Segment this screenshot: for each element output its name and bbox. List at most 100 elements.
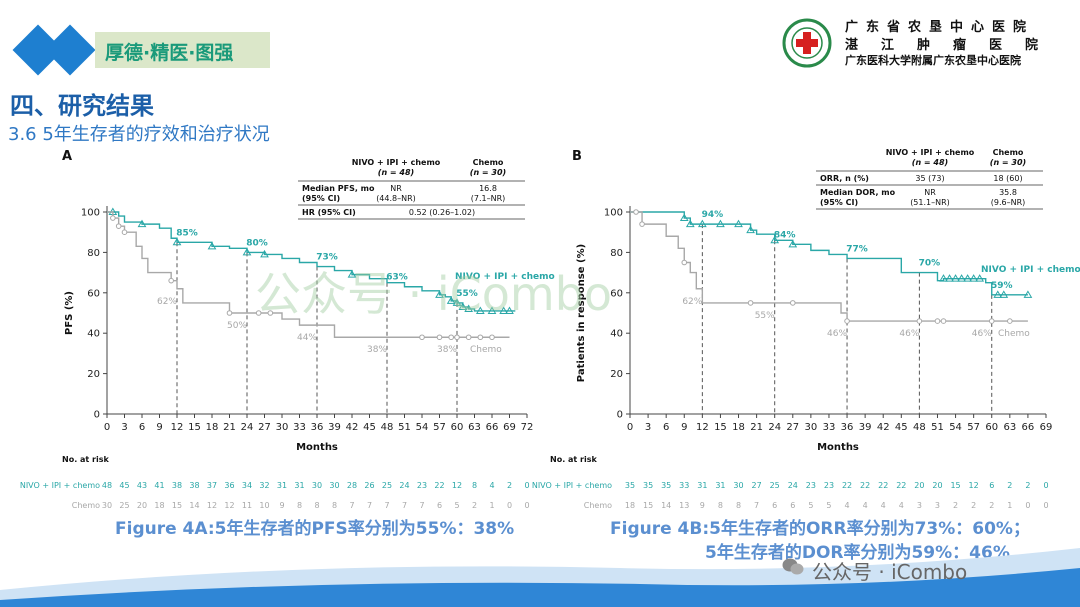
chart-b-table-cell-nivo: NR bbox=[924, 188, 936, 197]
chart-a-series-nivo-data-label: 63% bbox=[386, 273, 408, 283]
chart-a-x-tick-label: 45 bbox=[363, 422, 376, 433]
chart-b-y-tick-label: 80 bbox=[610, 248, 623, 259]
chart-b-risk-value: 2 bbox=[953, 501, 958, 510]
chart-b-risk-value: 33 bbox=[679, 481, 689, 490]
chart-a-y-tick-label: 0 bbox=[94, 410, 100, 421]
chart-b-x-tick-label: 27 bbox=[786, 422, 799, 433]
hospital-name-line2: 湛江肿瘤医院 bbox=[845, 38, 1062, 53]
chart-b-risk-value: 8 bbox=[718, 501, 723, 510]
chart-b-risk-value: 25 bbox=[770, 481, 780, 490]
chart-a-x-tick-label: 21 bbox=[223, 422, 236, 433]
chart-a-series-nivo-data-label: 55% bbox=[456, 289, 478, 299]
chart-a-risk-value: 0 bbox=[524, 501, 529, 510]
chart-b-series-nivo-censor bbox=[975, 274, 985, 282]
chart-b-series-nivo-censor bbox=[1023, 290, 1033, 298]
chart-a-risk-title: No. at risk bbox=[62, 455, 109, 464]
chart-a-risk-value: 7 bbox=[349, 501, 354, 510]
chart-b-risk-row-label: NIVO + IPI + chemo bbox=[532, 481, 612, 490]
chart-b-risk-value: 35 bbox=[661, 481, 671, 490]
chart-b-risk-value: 6 bbox=[790, 501, 795, 510]
chart-a-risk-value: 14 bbox=[189, 501, 199, 510]
chart-b-series-nivo-data-label: 70% bbox=[919, 259, 941, 269]
chart-a-risk-value: 38 bbox=[189, 481, 199, 490]
chart-b-risk-value: 2 bbox=[1007, 481, 1012, 490]
chart-a-risk-value: 0 bbox=[524, 481, 529, 490]
chart-a-series-nivo-censor bbox=[347, 270, 357, 278]
chart-b-risk-value: 22 bbox=[878, 481, 888, 490]
chart-b-series-chemo-censor bbox=[681, 259, 688, 266]
chart-b-y-tick-label: 40 bbox=[610, 329, 623, 340]
chart-b-x-tick-label: 24 bbox=[768, 422, 781, 433]
chart-a-x-axis-label: Months bbox=[296, 442, 338, 453]
chart-b-series-chemo-censor bbox=[789, 300, 796, 306]
chart-b-risk-value: 23 bbox=[806, 481, 816, 490]
chart-b-table-header-chemo-n: (n = 30) bbox=[990, 158, 1026, 167]
chart-a-series-nivo-censor bbox=[475, 306, 485, 314]
chart-b-series-chemo-censor bbox=[988, 318, 995, 324]
chart-b-risk-value: 9 bbox=[700, 501, 705, 510]
chart-b-series-chemo-censor bbox=[1007, 318, 1013, 324]
chart-b-y-tick-label: 100 bbox=[604, 208, 623, 219]
chart-a-risk-value: 24 bbox=[399, 481, 409, 490]
chart-a-series-nivo-censor bbox=[499, 306, 509, 314]
chart-b-series-nivo-censor bbox=[969, 274, 979, 282]
chart-a-x-tick-label: 63 bbox=[468, 422, 481, 433]
chart-a-x-tick-label: 60 bbox=[451, 422, 464, 433]
chart-b-risk-value: 0 bbox=[1025, 501, 1030, 510]
chart-a-risk-value: 15 bbox=[172, 501, 182, 510]
chart-b-risk-value: 22 bbox=[842, 481, 852, 490]
watermark: 公众号 · iCombo bbox=[255, 267, 613, 321]
chart-b-series-nivo-censor bbox=[963, 274, 972, 282]
chart-b-series-chemo-data-label: 55% bbox=[755, 311, 775, 321]
chart-b-series-chemo-end-label: Chemo bbox=[998, 329, 1030, 339]
chart-a-risk-value: 30 bbox=[329, 481, 339, 490]
slogan-banner: 厚德·精医·图强 bbox=[95, 32, 270, 68]
chart-b-series-chemo-censor bbox=[844, 318, 850, 324]
chart-a-series-nivo-data-label: 85% bbox=[176, 228, 198, 238]
chart-b-risk-value: 35 bbox=[643, 481, 653, 490]
chart-a-x-tick-label: 48 bbox=[381, 422, 394, 433]
chart-a-series-chemo-censor bbox=[477, 334, 484, 341]
chart-b-risk-value: 5 bbox=[826, 501, 831, 510]
chart-a-risk-value: 12 bbox=[207, 501, 217, 510]
section-title: 四、研究结果 bbox=[10, 92, 154, 120]
chart-a-series-chemo-censor bbox=[226, 310, 233, 316]
chart-b-table-cell-chemo-ci: (9.6–NR) bbox=[991, 198, 1026, 207]
chart-a-risk-value: 10 bbox=[259, 501, 269, 510]
chart-a-series-nivo-censor bbox=[452, 298, 462, 306]
chart-a-x-tick-label: 36 bbox=[311, 422, 324, 433]
section-subtitle: 3.6 5年生存者的疗效和治疗状况 bbox=[8, 124, 270, 145]
chart-a-risk-value: 8 bbox=[314, 501, 319, 510]
chart-b-x-tick-label: 3 bbox=[645, 422, 651, 433]
chart-b-y-tick-label: 60 bbox=[610, 288, 623, 299]
chart-b-x-tick-label: 57 bbox=[967, 422, 980, 433]
chart-a-risk-value: 45 bbox=[119, 481, 129, 490]
chart-a-table-header-nivo-n: (n = 48) bbox=[378, 168, 414, 177]
chart-a-series-chemo-censor bbox=[465, 334, 472, 341]
chart-a-series-nivo-censor bbox=[435, 290, 444, 298]
chart-b-x-tick-label: 21 bbox=[750, 422, 763, 433]
chart-b-risk-value: 12 bbox=[969, 481, 979, 490]
chart-b-x-tick-label: 60 bbox=[985, 422, 998, 433]
chart-b-series-nivo-censor bbox=[945, 274, 954, 282]
chart-a-x-tick-label: 6 bbox=[139, 422, 145, 433]
chart-b-table-cell-chemo: 35.8 bbox=[999, 188, 1017, 197]
chart-a-y-tick-label: 100 bbox=[81, 208, 100, 219]
chart-a-series-chemo-line bbox=[107, 211, 510, 338]
chart-b-risk-value: 35 bbox=[625, 481, 635, 490]
chart-a-risk-value: 1 bbox=[489, 501, 494, 510]
chart-a-series-nivo-end-label: NIVO + IPI + chemo bbox=[455, 272, 555, 282]
chart-a-table-row-label: HR (95% CI) bbox=[302, 208, 356, 217]
chart-a-table-cell-nivo: NR bbox=[390, 184, 402, 193]
chart-b-risk-value: 4 bbox=[863, 501, 868, 510]
chart-a-y-tick-label: 60 bbox=[87, 288, 100, 299]
chart-a-risk-value: 8 bbox=[297, 501, 302, 510]
chart-a-x-tick-label: 15 bbox=[188, 422, 201, 433]
chart-b-risk-value: 0 bbox=[1043, 501, 1048, 510]
chart-b-series-nivo-censor bbox=[770, 235, 780, 244]
chart-b-x-tick-label: 30 bbox=[805, 422, 818, 433]
chart-a-x-tick-label: 18 bbox=[206, 422, 219, 433]
chart-a-risk-value: 31 bbox=[277, 481, 287, 490]
chart-a-table-header-chemo-n: (n = 30) bbox=[470, 168, 506, 177]
chart-a-risk-value: 5 bbox=[454, 501, 459, 510]
